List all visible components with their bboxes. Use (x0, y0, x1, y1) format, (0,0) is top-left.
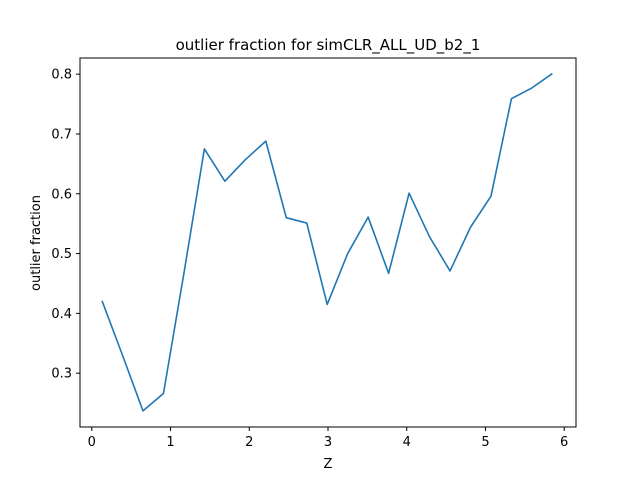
x-axis-ticks: 0 1 2 3 4 5 6 (88, 427, 568, 450)
plot-area (101, 72, 553, 412)
y-tick-label: 0.4 (51, 307, 72, 322)
x-tick-label: 5 (481, 435, 489, 450)
axes-frame (79, 57, 577, 428)
y-tick-label: 0.7 (51, 127, 72, 142)
y-axis-label: outlier fraction (29, 195, 44, 291)
chart-title: outlier fraction for simCLR_ALL_UD_b2_1 (176, 36, 481, 55)
x-axis-label: Z (324, 457, 333, 472)
x-tick-label: 1 (166, 435, 174, 450)
x-tick-label: 6 (560, 435, 568, 450)
y-tick-label: 0.3 (51, 367, 72, 382)
y-axis-ticks: 0.3 0.4 0.5 0.6 0.7 0.8 (51, 68, 80, 382)
x-tick-label: 3 (324, 435, 332, 450)
x-tick-label: 2 (245, 435, 253, 450)
x-tick-label: 4 (403, 435, 411, 450)
x-tick-label: 0 (88, 435, 96, 450)
y-tick-label: 0.6 (51, 187, 72, 202)
y-tick-label: 0.8 (51, 68, 72, 83)
series-line (101, 72, 553, 412)
y-tick-label: 0.5 (51, 247, 72, 262)
